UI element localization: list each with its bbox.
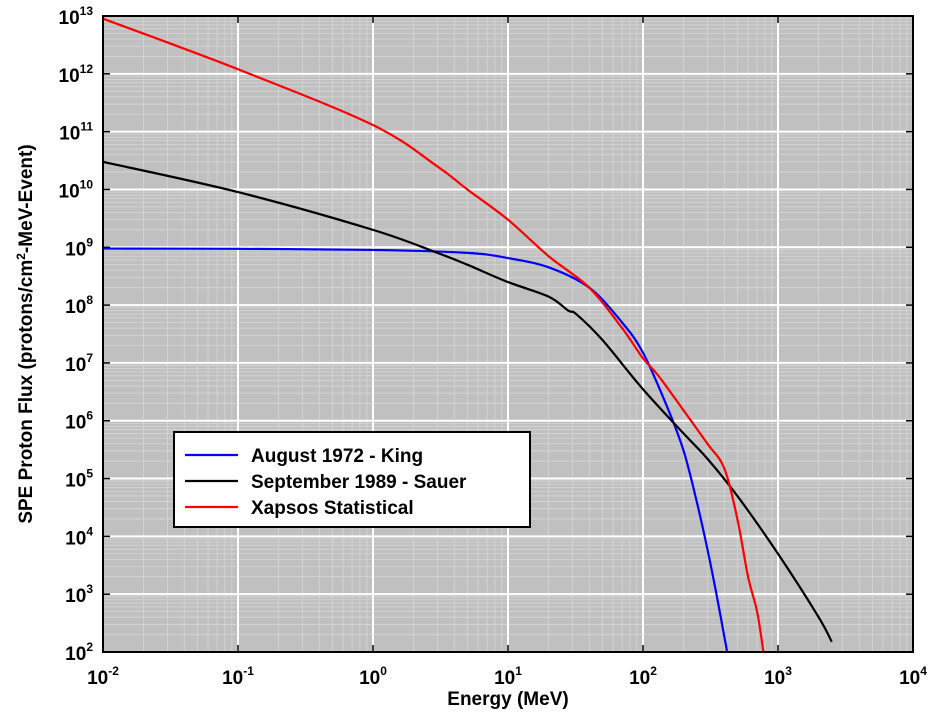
y-tick-label: 1012 bbox=[59, 62, 94, 87]
axis-ticks bbox=[102, 15, 914, 653]
legend-box bbox=[173, 431, 531, 528]
x-tick-label: 103 bbox=[764, 664, 792, 689]
y-tick-label: 105 bbox=[65, 467, 93, 492]
x-tick-label: 102 bbox=[629, 664, 657, 689]
legend-label-september-1989: September 1989 - Sauer bbox=[251, 472, 467, 493]
x-tick-labels: 10-2 10-1 100 101 102 103 104 bbox=[87, 664, 927, 689]
x-tick-label-exp: -1 bbox=[243, 664, 254, 678]
legend-label-august-1972: August 1972 - King bbox=[251, 446, 423, 467]
x-tick-label: 100 bbox=[359, 664, 387, 689]
y-axis-title-sup: 2 bbox=[14, 253, 28, 260]
y-tick-label: 109 bbox=[65, 235, 93, 260]
y-tick-label-exp: 4 bbox=[86, 524, 93, 538]
x-tick-label-exp: 2 bbox=[650, 664, 657, 678]
x-tick-label: 101 bbox=[494, 664, 522, 689]
y-tick-label-base: 10 bbox=[65, 471, 86, 492]
x-tick-label-base: 10 bbox=[87, 668, 108, 689]
y-tick-label-base: 10 bbox=[59, 8, 80, 29]
y-tick-label-exp: 6 bbox=[86, 409, 93, 423]
y-tick-label-exp: 11 bbox=[80, 120, 93, 134]
y-tick-label: 1011 bbox=[59, 120, 93, 145]
y-tick-label-exp: 5 bbox=[86, 467, 93, 481]
y-tick-label: 106 bbox=[65, 409, 93, 434]
y-tick-label-base: 10 bbox=[65, 297, 86, 318]
y-tick-label: 107 bbox=[65, 351, 93, 376]
y-tick-label-exp: 13 bbox=[80, 4, 94, 18]
y-tick-label: 103 bbox=[65, 582, 93, 607]
y-tick-label: 102 bbox=[65, 640, 93, 665]
y-tick-label-base: 10 bbox=[65, 355, 86, 376]
x-tick-label-base: 10 bbox=[494, 668, 515, 689]
x-tick-label-exp: -2 bbox=[108, 664, 119, 678]
y-tick-label-exp: 8 bbox=[86, 293, 93, 307]
x-tick-label-exp: 4 bbox=[920, 664, 927, 678]
y-axis-title-part-2: -MeV-Event) bbox=[16, 144, 37, 253]
y-tick-label: 104 bbox=[65, 524, 93, 549]
x-tick-label-base: 10 bbox=[359, 668, 380, 689]
x-tick-label-exp: 1 bbox=[515, 664, 522, 678]
x-tick-label-base: 10 bbox=[629, 668, 650, 689]
series-line-xapsos-statistical bbox=[103, 17, 765, 652]
x-tick-label: 10-2 bbox=[87, 664, 119, 689]
y-tick-label-exp: 10 bbox=[80, 177, 94, 191]
y-tick-label-exp: 2 bbox=[86, 640, 93, 654]
y-tick-label-base: 10 bbox=[65, 528, 86, 549]
x-tick-label-exp: 0 bbox=[380, 664, 387, 678]
x-tick-label-base: 10 bbox=[222, 668, 243, 689]
y-tick-label-exp: 7 bbox=[86, 351, 93, 365]
y-tick-label-exp: 3 bbox=[86, 582, 93, 596]
y-tick-label: 1013 bbox=[59, 4, 94, 29]
x-tick-label: 10-1 bbox=[222, 664, 254, 689]
series-line-september-1989-sauer bbox=[103, 160, 833, 643]
y-tick-label-exp: 9 bbox=[86, 235, 93, 249]
y-tick-label-base: 10 bbox=[65, 413, 86, 434]
y-tick-label-base: 10 bbox=[65, 644, 86, 665]
x-tick-label-base: 10 bbox=[764, 668, 785, 689]
x-tick-label: 104 bbox=[899, 664, 927, 689]
y-tick-label-base: 10 bbox=[65, 586, 86, 607]
y-tick-label-exp: 12 bbox=[80, 62, 94, 76]
plot-area bbox=[103, 17, 833, 652]
legend-label-xapsos: Xapsos Statistical bbox=[251, 498, 414, 519]
y-tick-label-base: 10 bbox=[59, 66, 80, 87]
y-tick-label-base: 10 bbox=[65, 239, 86, 260]
legend: August 1972 - King September 1989 - Saue… bbox=[173, 431, 531, 528]
major-grid bbox=[102, 15, 914, 653]
x-tick-label-exp: 3 bbox=[785, 664, 792, 678]
x-tick-label-base: 10 bbox=[899, 668, 920, 689]
y-tick-label-base: 10 bbox=[59, 124, 80, 145]
y-axis-title: SPE Proton Flux (protons/cm2-MeV-Event) bbox=[14, 144, 37, 523]
y-tick-label: 108 bbox=[65, 293, 93, 318]
x-axis-title: Energy (MeV) bbox=[447, 689, 568, 710]
series-line-august-1972-king bbox=[103, 247, 729, 652]
y-axis-title-part-1: SPE Proton Flux (protons/cm bbox=[16, 260, 37, 524]
y-tick-label-base: 10 bbox=[59, 181, 80, 202]
y-tick-label: 1010 bbox=[59, 177, 94, 202]
